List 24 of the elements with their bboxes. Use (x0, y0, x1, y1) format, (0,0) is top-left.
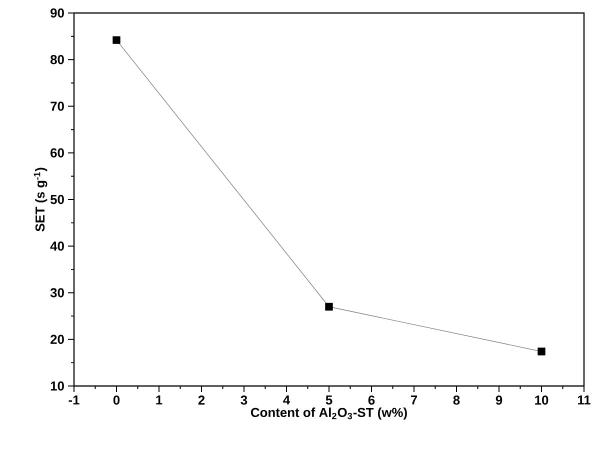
y-tick-label: 10 (50, 381, 64, 391)
y-tick-label: 30 (50, 288, 64, 298)
x-tick-label: 2 (198, 396, 205, 405)
x-tick-label: 0 (113, 396, 120, 405)
x-tick-label: 4 (283, 396, 290, 404)
x-tick-label: -1 (68, 396, 80, 404)
x-tick-label: 8 (453, 396, 460, 405)
y-tick-label: 40 (50, 242, 64, 251)
x-tick-label: 10 (535, 396, 548, 405)
x-tick-label: 11 (578, 396, 590, 404)
text: SET (s g$^{-1}$) (34, 168, 48, 232)
x-tick-label: 7 (410, 396, 418, 404)
text: Content of Al$_{2}$O$_{3}$-ST (w%) (250, 408, 407, 420)
y-tick-label: 50 (50, 194, 64, 204)
x-tick-label: 3 (240, 396, 248, 405)
y-tick-label: 20 (50, 334, 64, 344)
x-tick-label: 1 (156, 396, 162, 404)
y-tick-label: 80 (50, 55, 64, 64)
x-tick-label: 9 (496, 396, 502, 405)
x-tick-label: 5 (326, 396, 332, 405)
x-tick-label: 6 (368, 396, 375, 405)
y-tick-label: 60 (50, 148, 64, 158)
y-tick-label: 90 (50, 8, 64, 18)
y-tick-label: 70 (50, 102, 64, 111)
